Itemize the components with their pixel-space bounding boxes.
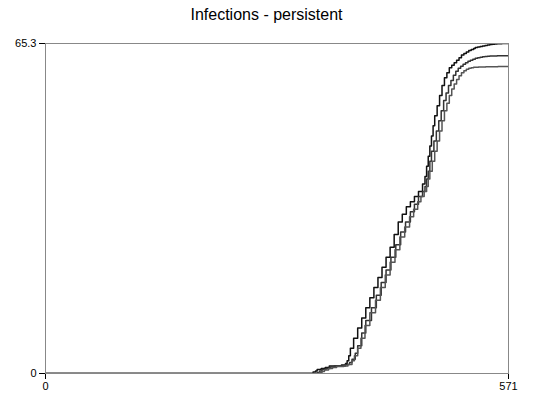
svg-text:0: 0	[42, 380, 48, 392]
svg-text:571: 571	[499, 380, 517, 392]
html-text:Infections - persistent: Infections - persistent	[190, 6, 343, 23]
svg-text:65.3: 65.3	[15, 37, 36, 49]
svg-text:0: 0	[30, 367, 36, 379]
